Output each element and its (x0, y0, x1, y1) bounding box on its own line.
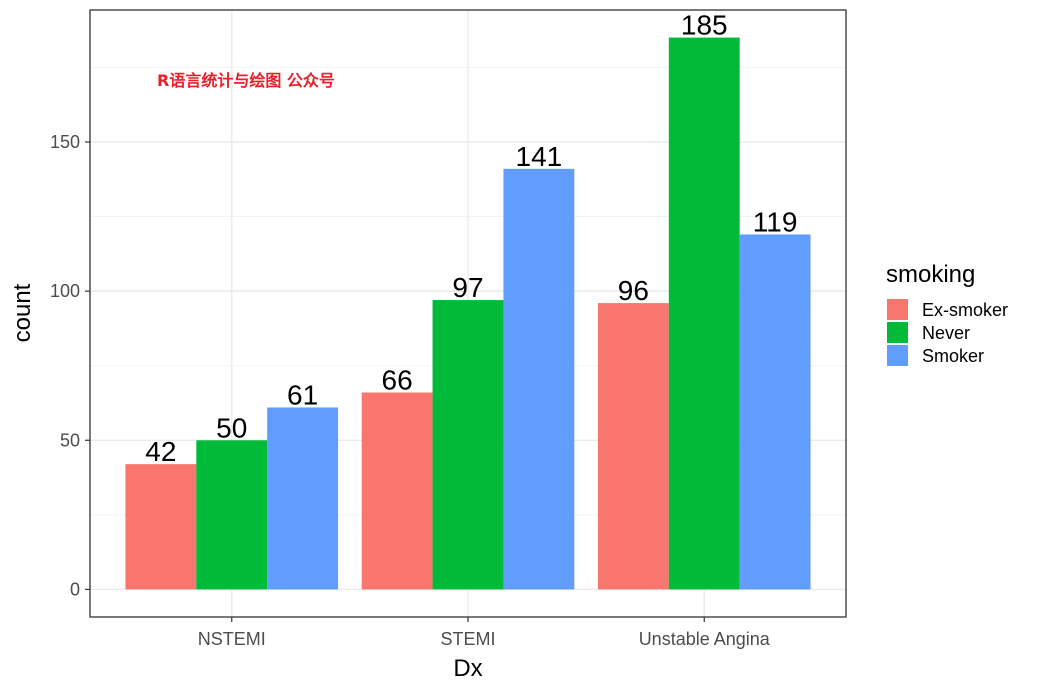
data-label: 61 (287, 379, 318, 410)
y-tick-label: 50 (60, 430, 80, 450)
y-tick-label: 0 (70, 579, 80, 599)
data-label: 119 (753, 206, 798, 237)
legend-key (887, 322, 908, 343)
bar (597, 303, 669, 590)
x-tick-label: STEMI (440, 629, 495, 649)
data-label: 185 (681, 10, 728, 41)
data-label: 66 (382, 365, 413, 396)
y-tick-label: 150 (50, 132, 80, 152)
y-axis-title: count (9, 283, 36, 342)
plot-panel: 42 66 96 50 97 185 61 141 119 (89, 9, 847, 618)
y-axis: 0 50 100 150 (50, 132, 90, 599)
y-tick-label: 100 (50, 281, 80, 301)
legend-label: Ex-smoker (922, 300, 1008, 320)
x-axis: NSTEMI STEMI Unstable Angina (198, 617, 771, 649)
data-label: 50 (216, 412, 247, 443)
legend-label: Smoker (922, 346, 984, 366)
legend-key (887, 345, 908, 366)
data-label: 42 (145, 436, 176, 467)
data-labels: 42 66 96 50 97 185 61 141 119 (145, 10, 797, 468)
legend-label: Never (922, 323, 970, 343)
legend-title: smoking (886, 261, 975, 288)
data-label: 141 (516, 141, 563, 172)
bar (739, 234, 811, 590)
bar (125, 464, 197, 590)
bar (432, 300, 504, 590)
bar (668, 37, 740, 590)
bar (267, 407, 339, 590)
x-tick-label: NSTEMI (198, 629, 266, 649)
bar (361, 392, 433, 590)
x-tick-label: Unstable Angina (639, 629, 771, 649)
bar (196, 440, 268, 590)
data-label: 97 (452, 272, 483, 303)
bar (503, 168, 575, 590)
legend-items: Ex-smoker Never Smoker (887, 299, 1008, 366)
data-label: 96 (618, 275, 649, 306)
watermark-text: R语言统计与绘图 公众号 (157, 71, 335, 90)
x-axis-title: Dx (453, 655, 482, 682)
legend-key (887, 299, 908, 320)
legend: smoking Ex-smoker Never Smoker (886, 261, 1008, 366)
bars (125, 37, 811, 590)
